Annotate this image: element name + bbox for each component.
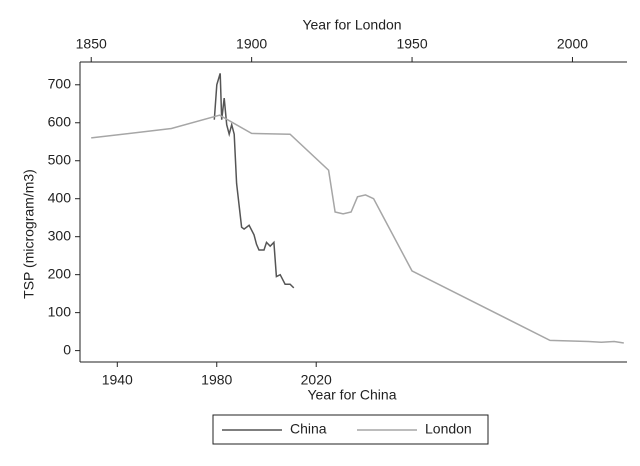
- x2-tick-label: 1950: [396, 36, 427, 52]
- series-line: [213, 73, 295, 289]
- y-tick-label: 500: [48, 151, 72, 167]
- x-tick-label: 2020: [301, 372, 332, 388]
- y-tick-label: 400: [48, 189, 72, 205]
- x-tick-label: 1940: [102, 372, 133, 388]
- y-tick-label: 0: [63, 341, 71, 357]
- x2-tick-label: 2000: [557, 36, 588, 52]
- x-tick-label: 1980: [201, 372, 232, 388]
- y-tick-label: 200: [48, 265, 72, 281]
- x-axis-label: Year for China: [308, 387, 397, 403]
- legend-label: China: [290, 421, 327, 437]
- legend-box: [212, 414, 489, 445]
- y-tick-label: 300: [48, 227, 72, 243]
- y-tick-label: 600: [48, 113, 72, 129]
- x2-axis-label: Year for London: [302, 17, 401, 33]
- y-axis-label: TSP (microgram/m3): [21, 169, 37, 299]
- series-line: [91, 114, 624, 344]
- y-tick-label: 700: [48, 75, 72, 91]
- y-tick-label: 100: [48, 303, 72, 319]
- x2-tick-label: 1850: [76, 36, 107, 52]
- x2-tick-label: 1900: [236, 36, 267, 52]
- legend-label: London: [425, 421, 472, 437]
